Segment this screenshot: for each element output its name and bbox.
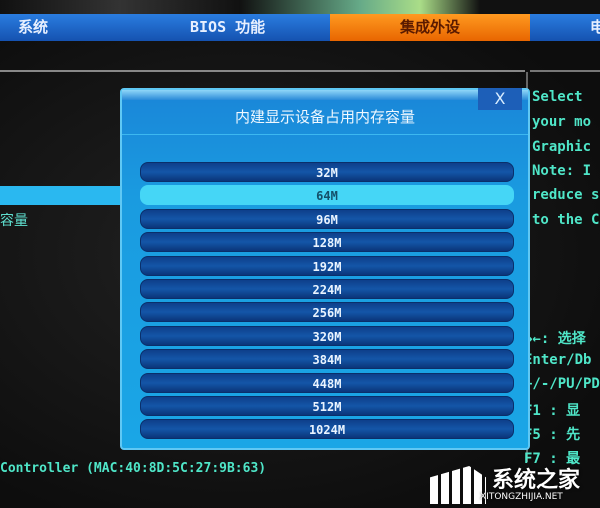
option-448m[interactable]: 448M (140, 372, 514, 393)
option-512m[interactable]: 512M (140, 396, 514, 416)
option-1024m[interactable]: 1024M (140, 419, 514, 440)
menu-tab-peripherals[interactable]: 集成外设 (330, 14, 530, 41)
key-help: Enter/Db (524, 352, 592, 368)
divider (0, 70, 525, 72)
option-320m[interactable]: 320M (140, 325, 514, 346)
help-text: Graphic (532, 139, 592, 155)
watermark: 系统之家 XITONGZHIJIA.NET (430, 458, 600, 508)
divider (122, 134, 528, 135)
help-text: Select (532, 89, 583, 105)
memory-size-dialog: X 内建显示设备占用内存容量 32M 64M 96M 128M 192M 224M 256M… (120, 88, 530, 450)
menu-tab-power[interactable]: 电 (590, 18, 600, 36)
dialog-title: 内建显示设备占用内存容量 (234, 108, 415, 126)
dialog-titlebar (122, 90, 528, 100)
option-256m[interactable]: 256M (140, 302, 514, 323)
help-text: Note: I (532, 163, 592, 179)
menu-tab-system[interactable]: 系统 (18, 18, 49, 36)
setting-label: 容量 (0, 213, 28, 229)
help-text: reduce s (532, 187, 600, 203)
option-96m[interactable]: 96M (140, 208, 514, 229)
selected-setting-row[interactable] (0, 186, 120, 205)
key-help: F1 : 显 (524, 403, 581, 419)
option-384m[interactable]: 384M (140, 349, 514, 370)
status-line: Controller (MAC:40:8D:5C:27:9B:63) (0, 461, 267, 476)
close-button[interactable]: X (478, 88, 522, 110)
key-help: +/-/PU/PD (524, 376, 600, 392)
watermark-logo-icon (430, 466, 486, 504)
option-64m[interactable]: 64M (140, 185, 514, 206)
key-help: F7 : 最 (524, 451, 581, 467)
watermark-url: XITONGZHIJIA.NET (480, 492, 563, 502)
key-help: →←: 选择 (524, 331, 586, 347)
menu-bar: 系统 BIOS 功能 集成外设 电 (0, 14, 600, 41)
help-text: your mo (532, 114, 592, 130)
watermark-name: 系统之家 (492, 468, 581, 493)
menu-tab-bios-features[interactable]: BIOS 功能 (190, 18, 266, 36)
divider (530, 70, 600, 72)
header-art (0, 0, 600, 14)
option-32m[interactable]: 32M (140, 162, 514, 182)
option-128m[interactable]: 128M (140, 232, 514, 253)
help-text: to the C (532, 212, 600, 228)
option-192m[interactable]: 192M (140, 255, 514, 276)
key-help: F5 : 先 (524, 427, 581, 443)
option-224m[interactable]: 224M (140, 279, 514, 299)
